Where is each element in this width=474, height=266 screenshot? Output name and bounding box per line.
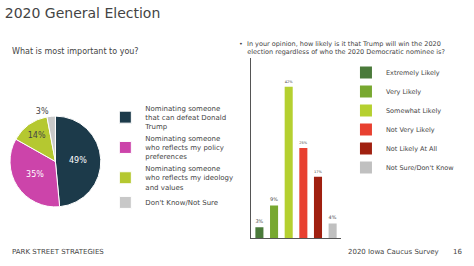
svg-text:49%: 49%	[69, 156, 87, 165]
svg-text:Not Likely At All: Not Likely At All	[386, 145, 437, 153]
svg-text:2020 Iowa Caucus Survey: 2020 Iowa Caucus Survey	[348, 248, 439, 256]
svg-text:• In your opinion, how likely: • In your opinion, how likely is it that…	[239, 40, 445, 56]
svg-text:Not Very Likely: Not Very Likely	[386, 126, 435, 134]
svg-text:Nominating someonewho reflects: Nominating someonewho reflects my ideolo…	[145, 165, 233, 191]
svg-text:Not Sure/Don't Know: Not Sure/Don't Know	[386, 164, 454, 172]
svg-text:What is most important to you?: What is most important to you?	[12, 47, 139, 56]
svg-text:14%: 14%	[28, 131, 46, 140]
svg-text:Nominating someonewho reflects: Nominating someonewho reflects my policy…	[145, 135, 224, 161]
svg-text:PARK STREET STRATEGIES: PARK STREET STRATEGIES	[12, 248, 104, 256]
svg-text:Very Likely: Very Likely	[386, 88, 421, 96]
svg-text:16: 16	[453, 248, 462, 256]
svg-text:2020 General Election: 2020 General Election	[5, 5, 161, 21]
svg-text:9%: 9%	[270, 196, 278, 202]
svg-text:3%: 3%	[255, 218, 263, 224]
svg-text:42%: 42%	[285, 80, 293, 84]
svg-text:3%: 3%	[36, 107, 49, 116]
svg-text:4%: 4%	[329, 214, 337, 220]
svg-text:17%: 17%	[314, 170, 322, 174]
svg-text:25%: 25%	[299, 141, 307, 145]
svg-text:Nominating someonethat can def: Nominating someonethat can defeat Donald…	[144, 105, 226, 131]
svg-text:Extremely Likely: Extremely Likely	[386, 69, 440, 77]
svg-text:Somewhat Likely: Somewhat Likely	[386, 107, 441, 115]
svg-text:Don't Know/Not Sure: Don't Know/Not Sure	[145, 199, 218, 207]
svg-text:35%: 35%	[26, 170, 44, 179]
